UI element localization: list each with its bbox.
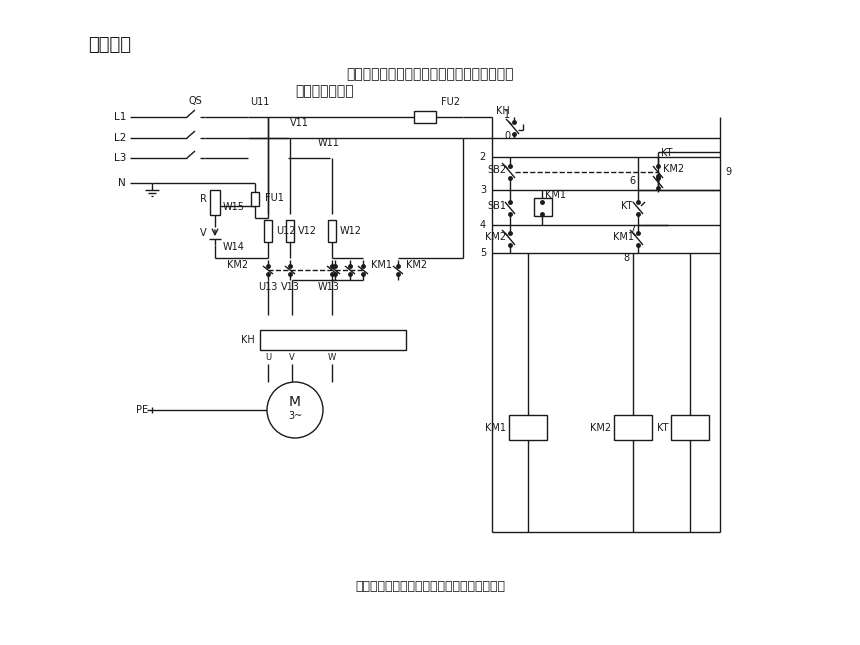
Text: 1: 1 bbox=[504, 110, 510, 120]
Text: KH: KH bbox=[496, 106, 510, 116]
Text: KT: KT bbox=[622, 201, 633, 211]
Text: SB1: SB1 bbox=[487, 201, 506, 211]
Text: U11: U11 bbox=[250, 97, 269, 107]
Text: U12: U12 bbox=[276, 226, 296, 236]
Bar bbox=[671, 415, 709, 440]
Bar bbox=[286, 220, 294, 242]
Text: V13: V13 bbox=[280, 282, 299, 292]
Text: 7: 7 bbox=[629, 225, 635, 235]
Bar bbox=[509, 415, 547, 440]
Text: W11: W11 bbox=[318, 138, 340, 148]
Text: L3: L3 bbox=[114, 153, 126, 163]
Text: 2: 2 bbox=[480, 152, 486, 162]
Text: W13: W13 bbox=[318, 282, 340, 292]
Text: 5: 5 bbox=[480, 248, 486, 258]
Text: FU1: FU1 bbox=[265, 193, 284, 203]
Text: L1: L1 bbox=[114, 112, 126, 122]
Text: KM1: KM1 bbox=[485, 423, 506, 433]
Text: 8: 8 bbox=[624, 253, 630, 263]
Text: V11: V11 bbox=[290, 118, 309, 128]
Text: QS: QS bbox=[188, 96, 202, 106]
Text: 3~: 3~ bbox=[288, 411, 302, 421]
Text: KM2: KM2 bbox=[485, 232, 506, 242]
Text: KH: KH bbox=[242, 335, 255, 345]
Text: N: N bbox=[119, 178, 126, 188]
Text: FU2: FU2 bbox=[441, 97, 460, 107]
Text: R: R bbox=[200, 194, 207, 204]
Text: PE: PE bbox=[136, 405, 148, 415]
Bar bbox=[534, 198, 552, 216]
Text: KT: KT bbox=[661, 148, 673, 158]
Text: KT: KT bbox=[656, 423, 668, 433]
Text: KM2: KM2 bbox=[590, 423, 611, 433]
Bar bbox=[414, 111, 436, 123]
Text: 4: 4 bbox=[480, 220, 486, 230]
Text: W15: W15 bbox=[223, 202, 245, 212]
Text: SB2: SB2 bbox=[487, 165, 506, 175]
Text: 3: 3 bbox=[480, 185, 486, 195]
Text: 无变压器单相半波整流能耗制动自动控制线路: 无变压器单相半波整流能耗制动自动控制线路 bbox=[355, 580, 505, 593]
Text: 9: 9 bbox=[725, 167, 731, 177]
Text: 0: 0 bbox=[504, 131, 510, 141]
Text: W14: W14 bbox=[223, 242, 245, 252]
Text: U13: U13 bbox=[258, 282, 278, 292]
Text: W: W bbox=[328, 353, 336, 362]
Text: V12: V12 bbox=[298, 226, 317, 236]
Text: 6: 6 bbox=[629, 176, 635, 186]
Bar bbox=[264, 220, 272, 242]
Text: KM1: KM1 bbox=[613, 232, 634, 242]
Text: KM2: KM2 bbox=[406, 260, 427, 270]
Bar bbox=[614, 415, 652, 440]
Text: 无变压器单相半波整流能耗制动自动控制线路: 无变压器单相半波整流能耗制动自动控制线路 bbox=[347, 67, 513, 81]
Text: 工作任务: 工作任务 bbox=[88, 36, 131, 54]
Text: L2: L2 bbox=[114, 133, 126, 143]
Text: V: V bbox=[200, 228, 207, 238]
Bar bbox=[260, 330, 406, 350]
Text: W12: W12 bbox=[340, 226, 362, 236]
Text: KM1: KM1 bbox=[371, 260, 392, 270]
Text: M: M bbox=[289, 395, 301, 409]
Text: KM1: KM1 bbox=[545, 190, 566, 200]
Text: V: V bbox=[289, 353, 295, 362]
Text: U: U bbox=[265, 353, 271, 362]
Text: KM2: KM2 bbox=[663, 164, 684, 174]
Text: KM2: KM2 bbox=[227, 260, 248, 270]
Circle shape bbox=[267, 382, 323, 438]
Text: 的安装与检修。: 的安装与检修。 bbox=[295, 84, 353, 98]
Bar bbox=[251, 192, 259, 206]
Bar bbox=[210, 190, 220, 215]
Bar bbox=[328, 220, 336, 242]
